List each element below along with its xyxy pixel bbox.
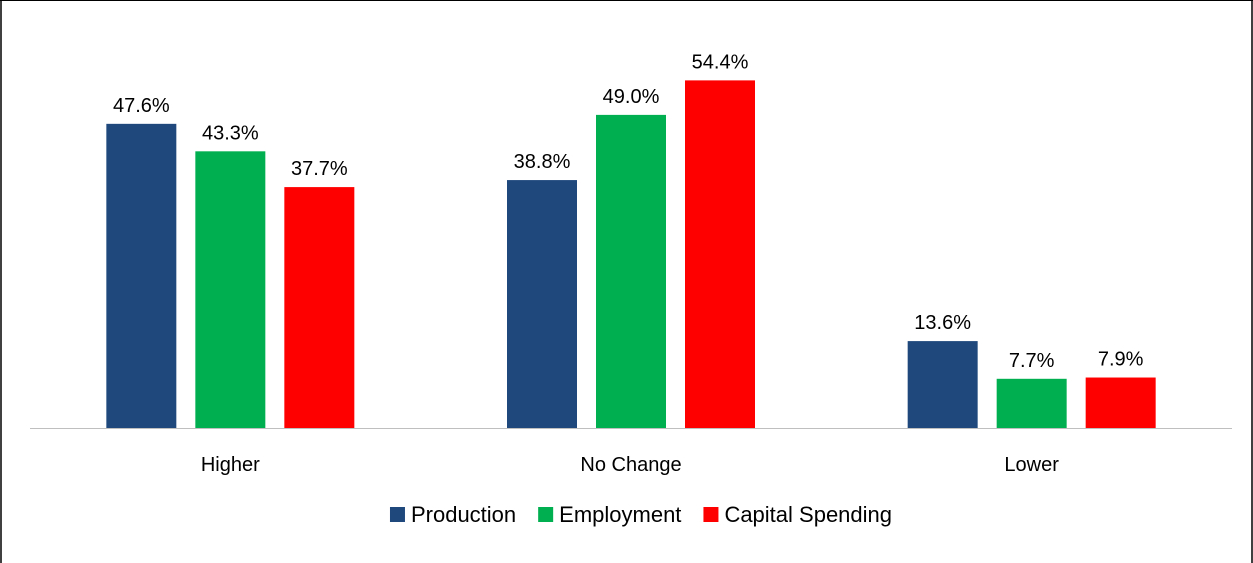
bar-production-higher: [106, 123, 177, 428]
bar-capital-spending-lower: [1085, 377, 1156, 428]
legend-label-production: Production: [411, 502, 516, 527]
x-tick-label-higher: Higher: [201, 454, 260, 476]
bars-layer: [106, 80, 1156, 429]
data-label-employment-lower: 7.7%: [1009, 350, 1055, 372]
x-tick-label-lower: Lower: [1004, 454, 1059, 476]
bar-production-lower: [907, 341, 978, 428]
data-label-employment-higher: 43.3%: [202, 122, 259, 144]
bar-employment-higher: [195, 151, 266, 429]
data-label-capital-spending-lower: 7.9%: [1098, 349, 1144, 371]
data-label-capital-spending-higher: 37.7%: [291, 158, 348, 180]
bar-production-no-change: [507, 180, 577, 428]
legend-swatch-capital-spending: [703, 507, 719, 522]
legend-label-employment: Employment: [559, 502, 681, 527]
data-label-production-higher: 47.6%: [113, 95, 170, 117]
data-label-production-lower: 13.6%: [914, 312, 971, 334]
bar-employment-no-change: [596, 114, 666, 428]
bar-capital-spending-higher: [284, 187, 355, 428]
legend-swatch-employment: [538, 507, 554, 522]
data-label-employment-no-change: 49.0%: [603, 86, 660, 108]
legend: Production Employment Capital Spending: [389, 502, 892, 527]
x-tick-label-no-change: No Change: [580, 454, 681, 476]
data-labels-layer: 47.6% 43.3% 37.7% 38.8% 49.0% 54.4% 13.6% 7.7% 7…: [113, 51, 1144, 371]
data-label-capital-spending-no-change: 54.4%: [692, 51, 749, 73]
data-label-production-no-change: 38.8%: [514, 151, 571, 173]
legend-swatch-production: [389, 507, 405, 522]
bar-employment-lower: [996, 378, 1067, 428]
x-tick-labels: Higher No Change Lower: [201, 454, 1059, 476]
bar-capital-spending-no-change: [685, 80, 755, 428]
legend-label-capital-spending: Capital Spending: [724, 502, 892, 527]
